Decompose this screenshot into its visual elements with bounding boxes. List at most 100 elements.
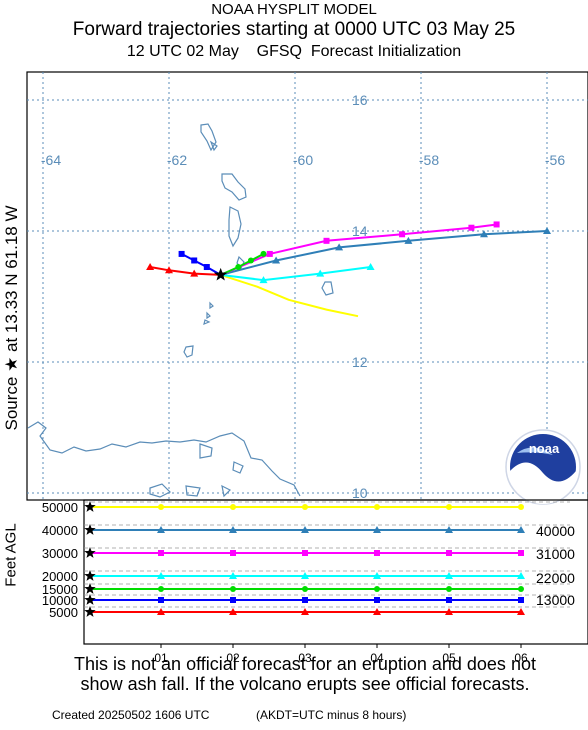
title-line-1: NOAA HYSPLIT MODEL xyxy=(211,1,377,18)
trajectory-line xyxy=(220,273,359,318)
source-star xyxy=(214,267,228,281)
altitude-point xyxy=(158,504,164,510)
altitude-point xyxy=(229,608,237,615)
title-line-2: Forward trajectories starting at 0000 UT… xyxy=(72,19,516,40)
trajectory-point xyxy=(165,266,173,274)
altitude-point xyxy=(517,608,525,615)
coastline xyxy=(149,483,172,498)
trajectory-point xyxy=(404,236,413,244)
latitude-tick-label: 12 xyxy=(352,354,368,370)
altitude-point xyxy=(446,586,452,592)
coastline xyxy=(27,421,301,497)
trajectory-series-group xyxy=(146,221,551,318)
coastline xyxy=(206,311,211,320)
altitude-left-tick-label: 5000 xyxy=(49,605,78,620)
latitude-tick-label: 14 xyxy=(352,223,368,239)
altitude-point xyxy=(158,586,164,592)
trajectory-point xyxy=(493,221,500,228)
coastline xyxy=(236,255,245,270)
altitude-right-tick-label: 22000 xyxy=(536,570,575,586)
altitude-point xyxy=(445,608,453,615)
coastline-group xyxy=(27,123,334,498)
altitude-axis-label: Feet AGL xyxy=(0,505,24,645)
trajectory-point xyxy=(178,250,185,257)
altitude-series-5000 xyxy=(84,606,525,617)
altitude-left-tick-label: 30000 xyxy=(42,546,78,561)
altitude-left-tick-label: 15000 xyxy=(42,582,78,597)
altitude-series-15000 xyxy=(84,583,524,594)
trajectory-50000 xyxy=(220,273,359,318)
altitude-start-star xyxy=(84,524,96,535)
coastline xyxy=(232,461,244,474)
altitude-point xyxy=(157,572,165,579)
trajectory-5000 xyxy=(146,263,221,277)
altitude-series-30000 xyxy=(84,547,524,558)
altitude-point xyxy=(301,526,309,533)
altitude-start-star xyxy=(84,583,96,594)
altitude-point xyxy=(230,504,236,510)
altitude-start-star xyxy=(84,594,96,605)
coastline xyxy=(203,319,211,325)
altitude-point xyxy=(373,608,381,615)
trajectory-line xyxy=(220,230,548,276)
altitude-gridlines xyxy=(84,501,570,608)
altitude-left-tick-label: 40000 xyxy=(42,523,78,538)
noaa-logo-text: noaa xyxy=(529,441,560,456)
altitude-point xyxy=(302,504,308,510)
trajectory-point xyxy=(191,257,198,264)
longitude-tick-label: -60 xyxy=(293,152,313,168)
altitude-point xyxy=(302,550,308,556)
trajectory-point xyxy=(335,243,344,251)
map-graticule: 16 14 12 10 -64 -62 -60 -58 -56 xyxy=(27,72,588,501)
altitude-point xyxy=(517,572,525,579)
trajectory-point xyxy=(543,227,551,234)
coastline xyxy=(199,443,213,459)
coastline xyxy=(185,485,201,497)
noaa-logo: noaa xyxy=(505,429,581,505)
altitude-point xyxy=(373,572,381,579)
altitude-point xyxy=(374,550,380,556)
altitude-point xyxy=(518,550,524,556)
latitude-tick-label: 16 xyxy=(352,92,368,108)
altitude-point xyxy=(374,586,380,592)
altitude-right-tick-label: 40000 xyxy=(536,523,575,539)
trajectory-line xyxy=(181,253,222,276)
trajectory-point xyxy=(316,269,325,277)
longitude-tick-label: -56 xyxy=(545,152,565,168)
coastline xyxy=(228,206,242,248)
altitude-point xyxy=(301,572,309,579)
altitude-left-tick-label: 50000 xyxy=(42,500,78,515)
disclaimer: This is not an official forecast for an … xyxy=(22,654,588,694)
coastline xyxy=(321,281,334,296)
altitude-point xyxy=(518,586,524,592)
altitude-point xyxy=(158,550,164,556)
disclaimer-line-1: This is not an official forecast for an … xyxy=(74,654,536,674)
trajectory-point xyxy=(272,256,281,264)
altitude-point xyxy=(230,550,236,556)
altitude-point xyxy=(230,586,236,592)
altitude-point xyxy=(157,526,165,533)
trajectory-15000 xyxy=(220,250,267,276)
trajectory-40000 xyxy=(220,227,551,276)
trajectory-point xyxy=(190,269,199,277)
source-label-text: Source ★ at 13.33 N 61.18 W xyxy=(2,205,21,431)
trajectory-point xyxy=(399,231,406,238)
trajectory-20000 xyxy=(220,263,375,284)
longitude-tick-label: -58 xyxy=(419,152,439,168)
altitude-point xyxy=(446,597,452,603)
trajectory-30000 xyxy=(220,221,500,276)
coastline xyxy=(200,123,217,152)
trajectory-point xyxy=(468,224,475,231)
trajectory-line xyxy=(220,253,264,276)
coastline xyxy=(221,484,232,498)
altitude-series-50000 xyxy=(84,501,524,512)
altitude-point xyxy=(374,597,380,603)
altitude-left-tick-label: 20000 xyxy=(42,569,78,584)
altitude-point xyxy=(445,572,453,579)
footer-created: Created 20250502 1606 UTC xyxy=(52,708,210,722)
altitude-start-star xyxy=(84,501,96,512)
altitude-start-star xyxy=(84,547,96,558)
latitude-tick-label: 10 xyxy=(352,485,368,501)
